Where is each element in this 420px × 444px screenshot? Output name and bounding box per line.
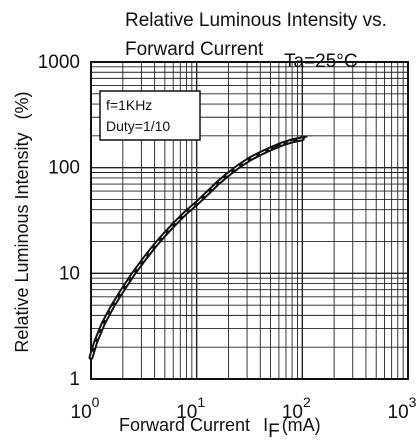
x-axis-label-text: Forward Current bbox=[119, 415, 250, 435]
x-axis-label: Forward Current IF (mA) bbox=[119, 415, 321, 442]
x-axis-unit: (mA) bbox=[282, 415, 321, 435]
x-tick-base: 10 bbox=[176, 402, 197, 423]
y-axis-unit: (%) bbox=[12, 91, 32, 119]
x-tick-exponent: 2 bbox=[303, 394, 311, 410]
x-axis-subscript: F bbox=[268, 421, 280, 442]
legend-line-frequency: f=1KHz bbox=[106, 97, 152, 113]
x-tick-exponent: 3 bbox=[409, 394, 417, 410]
x-tick-exponent: 1 bbox=[197, 394, 205, 410]
y-axis-label-text: Relative Luminous Intensity bbox=[12, 132, 32, 352]
plot-frame bbox=[90, 61, 409, 380]
x-tick-label: 100 bbox=[71, 394, 100, 423]
x-tick-base: 10 bbox=[388, 402, 409, 423]
series-layer bbox=[88, 134, 311, 360]
y-tick-label: 10 bbox=[59, 263, 80, 284]
x-tick-base: 10 bbox=[282, 402, 303, 423]
x-tick-label: 101 bbox=[176, 394, 205, 423]
y-tick-label: 1 bbox=[69, 369, 80, 390]
x-tick-label: 103 bbox=[388, 394, 417, 423]
series-line-dashed bbox=[270, 134, 311, 150]
y-axis-label: Relative Luminous Intensity (%) bbox=[12, 91, 32, 352]
legend-line-duty: Duty=1/10 bbox=[106, 118, 170, 134]
chart-title-line-1: Relative Luminous Intensity vs. bbox=[125, 10, 387, 31]
series-line-highlight bbox=[90, 138, 303, 358]
x-tick-label: 102 bbox=[282, 394, 311, 423]
chart-title-line-2: Forward Current bbox=[125, 39, 264, 60]
x-tick-base: 10 bbox=[71, 402, 92, 423]
x-axis-symbol: I bbox=[263, 415, 268, 435]
y-tick-label: 1000 bbox=[38, 52, 80, 73]
legend: f=1KHz Duty=1/10 bbox=[99, 90, 201, 141]
legend-box bbox=[99, 90, 201, 141]
y-tick-label: 100 bbox=[48, 158, 80, 179]
x-tick-exponent: 0 bbox=[92, 394, 100, 410]
